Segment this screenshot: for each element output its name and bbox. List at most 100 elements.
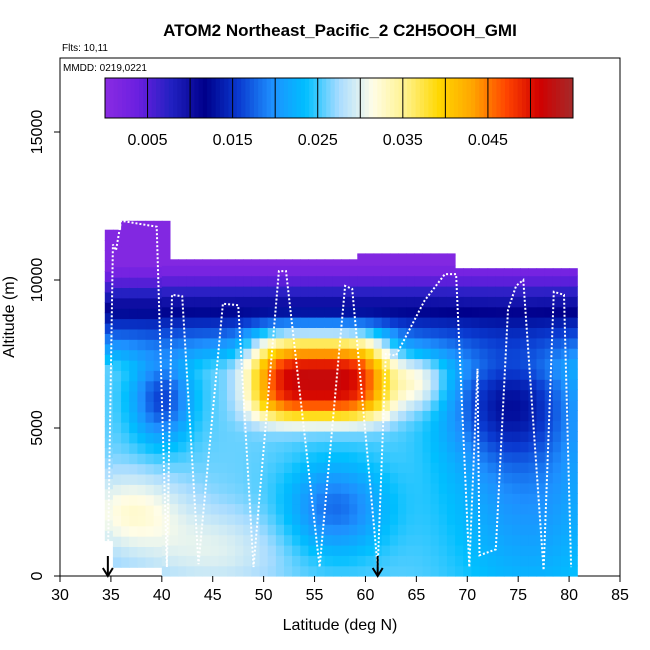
heatmap-cell	[210, 462, 220, 473]
heatmap-cell	[463, 565, 472, 577]
heatmap-cell	[398, 472, 407, 484]
heatmap-cell	[227, 451, 236, 463]
heatmap-cell	[332, 275, 342, 287]
heatmap-cell	[341, 399, 350, 411]
heatmap-cell	[389, 358, 399, 370]
heatmap-cell	[463, 268, 472, 277]
heatmap-cell	[275, 420, 285, 432]
heatmap-cell	[267, 306, 277, 318]
heatmap-cell	[202, 327, 212, 339]
heatmap-cell	[471, 306, 480, 318]
heatmap-cell	[422, 410, 432, 422]
heatmap-cell	[381, 389, 391, 401]
heatmap-cell	[129, 536, 138, 547]
heatmap-cell	[267, 265, 277, 277]
heatmap-cell	[218, 337, 228, 349]
heatmap-cell	[569, 327, 578, 339]
heatmap-cell	[104, 291, 114, 303]
heatmap-cell	[389, 306, 399, 318]
heatmap-cell	[153, 308, 163, 320]
heatmap-cell	[275, 275, 285, 287]
heatmap-cell	[243, 337, 252, 349]
heatmap-cell	[259, 317, 269, 328]
heatmap-cell	[308, 337, 318, 349]
heatmap-cell	[487, 285, 497, 297]
heatmap-cell	[275, 358, 285, 370]
heatmap-cell	[446, 420, 456, 432]
heatmap-cell	[267, 410, 277, 422]
heatmap-cell	[479, 317, 489, 328]
heatmap-cell	[471, 534, 480, 546]
heatmap-cell	[324, 472, 334, 484]
heatmap-cell	[471, 555, 480, 567]
heatmap-cell	[129, 297, 138, 309]
heatmap-cell	[471, 524, 480, 536]
heatmap-cell	[503, 555, 513, 567]
heatmap-cell	[129, 339, 138, 351]
heatmap-cell	[406, 317, 415, 328]
heatmap-cell	[161, 462, 171, 473]
flight-track-layer	[106, 219, 573, 571]
heatmap-cell	[414, 327, 423, 339]
heatmap-cell	[560, 268, 570, 277]
heatmap-cell	[381, 544, 391, 556]
heatmap-cell	[512, 534, 521, 546]
heatmap-cell	[389, 410, 399, 422]
heatmap-cell	[194, 368, 204, 380]
heatmap-cell	[414, 565, 423, 577]
heatmap-cell	[552, 555, 562, 567]
heatmap-cell	[373, 368, 383, 380]
heatmap-cell	[430, 337, 440, 349]
heatmap-cell	[218, 513, 228, 525]
heatmap-cell	[178, 565, 187, 577]
heatmap-cell	[512, 482, 521, 494]
heatmap-cell	[267, 275, 277, 287]
heatmap-cell	[438, 275, 448, 287]
heatmap-cell	[430, 368, 440, 380]
heatmap-cell	[536, 544, 546, 556]
heatmap-cell	[422, 544, 432, 556]
heatmap-cell	[259, 410, 269, 422]
heatmap-cell	[129, 525, 138, 537]
colorbar-segment	[117, 78, 123, 118]
heatmap-cell	[406, 389, 415, 401]
heatmap-cell	[129, 287, 138, 299]
heatmap-cell	[422, 285, 432, 297]
heatmap-cell	[503, 337, 513, 349]
heatmap-cell	[430, 410, 440, 422]
heatmap-cell	[153, 266, 163, 278]
heatmap-cell	[373, 253, 383, 256]
heatmap-cell	[316, 420, 326, 432]
heatmap-cell	[349, 513, 358, 525]
heatmap-cell	[552, 306, 562, 318]
colorbar-segment	[445, 78, 451, 118]
heatmap-cell	[373, 472, 383, 484]
heatmap-cell	[121, 287, 130, 299]
heatmap-cell	[243, 524, 252, 536]
heatmap-cell	[324, 534, 334, 546]
heatmap-cell	[349, 327, 358, 339]
heatmap-cell	[137, 318, 147, 330]
heatmap-cell	[520, 358, 529, 370]
heatmap-cell	[365, 253, 375, 256]
heatmap-cell	[357, 389, 366, 401]
heatmap-cell	[520, 565, 529, 577]
heatmap-cell	[194, 379, 204, 391]
heatmap-cell	[332, 472, 342, 484]
heatmap-cell	[210, 259, 220, 266]
heatmap-cell	[186, 358, 195, 370]
heatmap-cell	[438, 534, 448, 546]
heatmap-cell	[259, 306, 269, 318]
colorbar-segment	[368, 78, 374, 118]
heatmap-cell	[552, 275, 562, 287]
heatmap-cell	[349, 482, 358, 494]
heatmap-cell	[446, 441, 456, 453]
heatmap-cell	[357, 513, 366, 525]
heatmap-cell	[161, 244, 171, 256]
heatmap-cell	[243, 259, 252, 266]
heatmap-cell	[227, 513, 236, 525]
heatmap-cell	[389, 451, 399, 463]
heatmap-cell	[243, 493, 252, 505]
heatmap-cell	[357, 420, 366, 432]
colorbar-segment	[113, 78, 119, 118]
